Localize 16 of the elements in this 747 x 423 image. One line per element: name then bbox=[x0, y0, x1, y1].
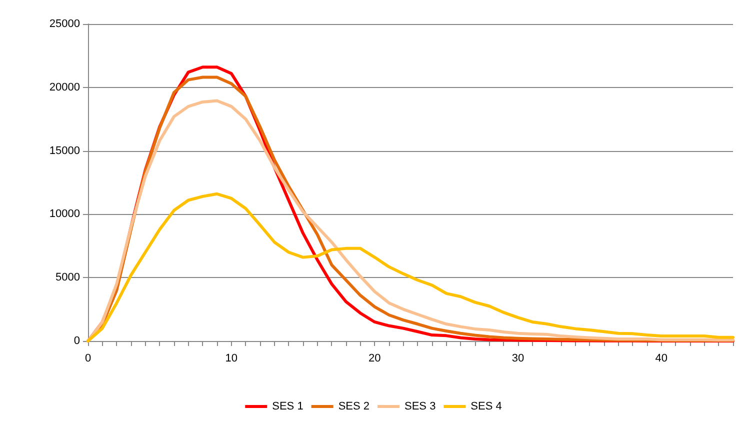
legend-label: SES 3 bbox=[404, 400, 436, 412]
line-series bbox=[86, 192, 734, 342]
y-tick-label: 25000 bbox=[49, 18, 80, 30]
y-tick-label: 20000 bbox=[49, 81, 80, 94]
legend-label: SES 2 bbox=[338, 400, 370, 412]
y-tick-label: 15000 bbox=[49, 144, 80, 157]
y-tick-label: 0 bbox=[74, 335, 80, 347]
x-tick-label: 10 bbox=[225, 352, 238, 364]
y-tick-label: 10000 bbox=[49, 208, 80, 220]
legend-label: SES 1 bbox=[272, 400, 304, 412]
y-tick-label: 5000 bbox=[56, 272, 80, 284]
x-tick-label: 40 bbox=[655, 352, 668, 364]
legend-label: SES 4 bbox=[470, 400, 502, 412]
x-tick-label: 30 bbox=[512, 352, 524, 364]
x-tick-label: 20 bbox=[368, 352, 381, 364]
x-tick-label: 0 bbox=[84, 352, 92, 364]
